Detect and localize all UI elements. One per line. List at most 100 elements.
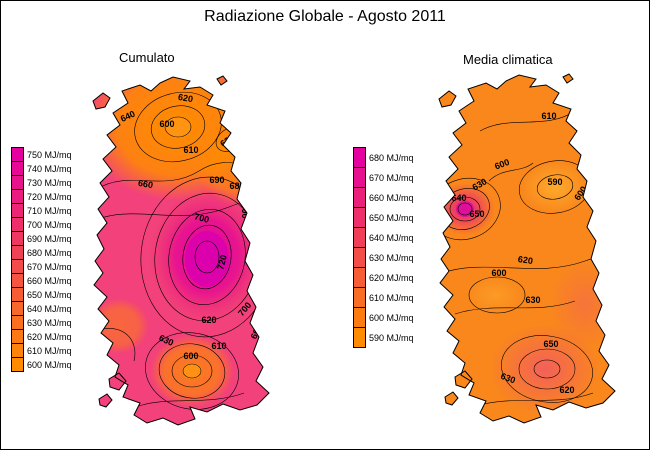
map-media-climatica: 610 600 630 640 650 590 600 610 620 600 …: [438, 73, 620, 424]
legend-label: 650 MJ/mq: [27, 289, 72, 300]
contour-label: 690: [209, 175, 224, 185]
legend-media-climatica: 680 MJ/mq 670 MJ/mq 660 MJ/mq 650 MJ/mq …: [353, 147, 414, 348]
legend-color-swatch: [11, 161, 24, 176]
contour-label: 620: [605, 311, 620, 329]
legend-label: 720 MJ/mq: [27, 191, 72, 202]
contour-label: 640: [222, 93, 239, 107]
legend-item: 730 MJ/mq: [11, 175, 72, 190]
legend-color-swatch: [11, 315, 24, 330]
contour-label: 640: [451, 193, 466, 203]
panel-label-cumulato: Cumulato: [119, 50, 175, 65]
legend-item: 720 MJ/mq: [11, 189, 72, 204]
legend-item: 670 MJ/mq: [353, 167, 414, 188]
legend-label: 660 MJ/mq: [27, 275, 72, 286]
contour-label: 600: [183, 351, 198, 361]
legend-item: 630 MJ/mq: [11, 315, 72, 330]
map-cumulato: 640 620 640 600 610 620 660 690 680 600 …: [92, 75, 270, 426]
legend-item: 750 MJ/mq: [11, 147, 72, 162]
contour-label: 650: [469, 209, 484, 219]
legend-color-swatch: [11, 357, 24, 372]
legend-label: 670 MJ/mq: [27, 261, 72, 272]
legend-label: 650 MJ/mq: [369, 212, 414, 223]
legend-item: 660 MJ/mq: [11, 273, 72, 288]
contour-label: 720: [215, 254, 229, 271]
legend-item: 600 MJ/mq: [353, 307, 414, 328]
legend-item: 680 MJ/mq: [11, 245, 72, 260]
legend-color-swatch: [353, 327, 366, 348]
legend-label: 610 MJ/mq: [369, 292, 414, 303]
legend-item: 640 MJ/mq: [11, 301, 72, 316]
legend-item: 740 MJ/mq: [11, 161, 72, 176]
legend-label: 750 MJ/mq: [27, 149, 72, 160]
legend-item: 610 MJ/mq: [353, 287, 414, 308]
legend-item: 650 MJ/mq: [353, 207, 414, 228]
legend-item: 600 MJ/mq: [11, 357, 72, 372]
legend-label: 640 MJ/mq: [369, 232, 414, 243]
legend-color-swatch: [11, 203, 24, 218]
legend-label: 600 MJ/mq: [369, 312, 414, 323]
legend-label: 700 MJ/mq: [27, 219, 72, 230]
legend-color-swatch: [353, 287, 366, 308]
legend-color-swatch: [11, 259, 24, 274]
legend-item: 610 MJ/mq: [11, 343, 72, 358]
legend-cumulato: 750 MJ/mq 740 MJ/mq 730 MJ/mq 720 MJ/mq …: [11, 147, 72, 372]
legend-color-swatch: [11, 301, 24, 316]
contour-label: 630: [499, 371, 517, 386]
contour-label: 660: [137, 178, 154, 190]
contour-label: 620: [559, 385, 574, 395]
legend-item: 630 MJ/mq: [353, 247, 414, 268]
legend-label: 680 MJ/mq: [369, 152, 414, 163]
legend-color-swatch: [353, 247, 366, 268]
legend-item: 680 MJ/mq: [353, 147, 414, 168]
legend-color-swatch: [11, 329, 24, 344]
legend-color-swatch: [11, 147, 24, 162]
legend-color-swatch: [11, 343, 24, 358]
legend-label: 600 MJ/mq: [27, 359, 72, 370]
legend-color-swatch: [11, 189, 24, 204]
legend-label: 680 MJ/mq: [27, 247, 72, 258]
legend-label: 640 MJ/mq: [27, 303, 72, 314]
legend-label: 670 MJ/mq: [369, 172, 414, 183]
legend-color-swatch: [353, 207, 366, 228]
fill-shading: [439, 74, 615, 423]
contour-label: 610: [541, 111, 556, 121]
legend-color-swatch: [353, 187, 366, 208]
legend-label: 620 MJ/mq: [27, 331, 72, 342]
legend-color-swatch: [353, 147, 366, 168]
legend-label: 690 MJ/mq: [27, 233, 72, 244]
legend-label: 590 MJ/mq: [369, 332, 414, 343]
legend-label: 730 MJ/mq: [27, 177, 72, 188]
contour-label: 630: [525, 295, 540, 305]
contour-label: 590: [547, 177, 562, 187]
legend-color-swatch: [353, 167, 366, 188]
figure-title: Radiazione Globale - Agosto 2011: [204, 8, 446, 25]
legend-label: 740 MJ/mq: [27, 163, 72, 174]
contour-label: 680: [229, 181, 244, 191]
legend-label: 630 MJ/mq: [369, 252, 414, 263]
contour-label: 620: [517, 254, 533, 266]
legend-label: 610 MJ/mq: [27, 345, 72, 356]
legend-item: 710 MJ/mq: [11, 203, 72, 218]
legend-color-swatch: [11, 231, 24, 246]
legend-item: 690 MJ/mq: [11, 231, 72, 246]
fill-shading: [93, 76, 269, 425]
legend-color-swatch: [353, 227, 366, 248]
contour-label: 600: [491, 268, 506, 278]
contour-label: 650: [543, 339, 558, 349]
contour-label: 620: [201, 315, 216, 325]
legend-item: 640 MJ/mq: [353, 227, 414, 248]
legend-color-swatch: [11, 217, 24, 232]
legend-item: 620 MJ/mq: [353, 267, 414, 288]
panel-label-media-climatica: Media climatica: [463, 52, 553, 67]
contour-label: 610: [598, 222, 610, 239]
legend-color-swatch: [353, 267, 366, 288]
legend-label: 660 MJ/mq: [369, 192, 414, 203]
legend-item: 700 MJ/mq: [11, 217, 72, 232]
contour-label: 610: [183, 145, 198, 155]
legend-item: 650 MJ/mq: [11, 287, 72, 302]
legend-color-swatch: [353, 307, 366, 328]
legend-item: 660 MJ/mq: [353, 187, 414, 208]
contour-label: 700: [193, 211, 210, 225]
legend-item: 620 MJ/mq: [11, 329, 72, 344]
